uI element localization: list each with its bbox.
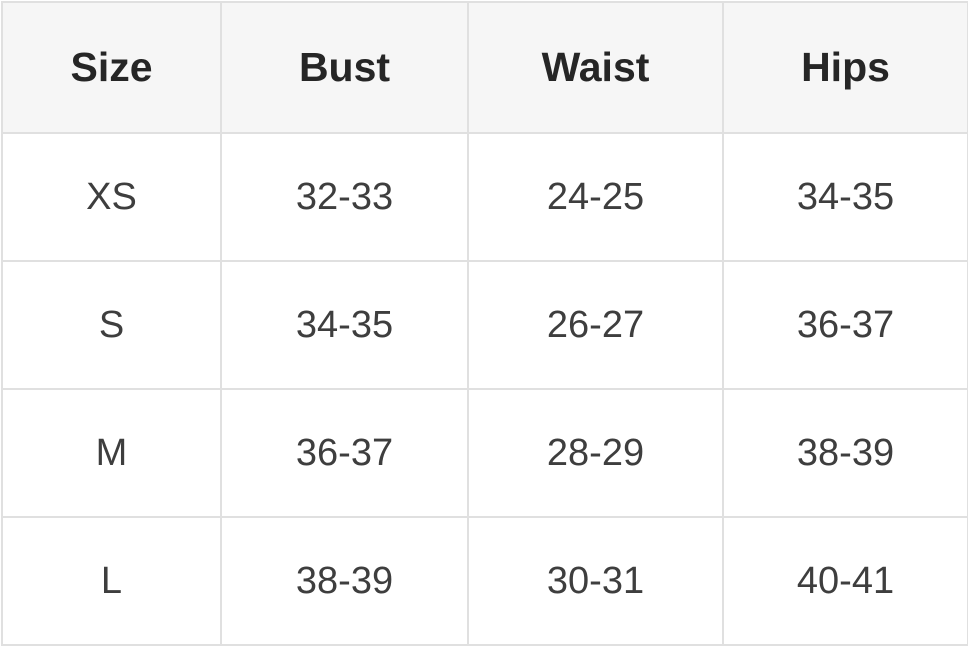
cell-bust: 36-37 [220,388,469,518]
cell-waist: 26-27 [467,260,724,390]
cell-hips: 40-41 [722,516,968,646]
table-body: XS 32-33 24-25 34-35 S 34-35 26-27 36-37… [1,132,968,646]
header-hips: Hips [722,1,968,134]
cell-waist: 30-31 [467,516,724,646]
cell-size: L [1,516,222,646]
cell-size: S [1,260,222,390]
cell-hips: 34-35 [722,132,968,262]
cell-waist: 24-25 [467,132,724,262]
cell-waist: 28-29 [467,388,724,518]
table-row: L 38-39 30-31 40-41 [1,516,968,646]
cell-hips: 38-39 [722,388,968,518]
header-waist: Waist [467,1,724,134]
table-header: Size Bust Waist Hips [1,1,968,134]
table-row: S 34-35 26-27 36-37 [1,260,968,390]
table-row: M 36-37 28-29 38-39 [1,388,968,518]
header-size: Size [1,1,222,134]
cell-bust: 34-35 [220,260,469,390]
cell-size: XS [1,132,222,262]
header-bust: Bust [220,1,469,134]
cell-bust: 32-33 [220,132,469,262]
cell-hips: 36-37 [722,260,968,390]
cell-bust: 38-39 [220,516,469,646]
table-row: XS 32-33 24-25 34-35 [1,132,968,262]
cell-size: M [1,388,222,518]
header-row: Size Bust Waist Hips [1,1,968,134]
